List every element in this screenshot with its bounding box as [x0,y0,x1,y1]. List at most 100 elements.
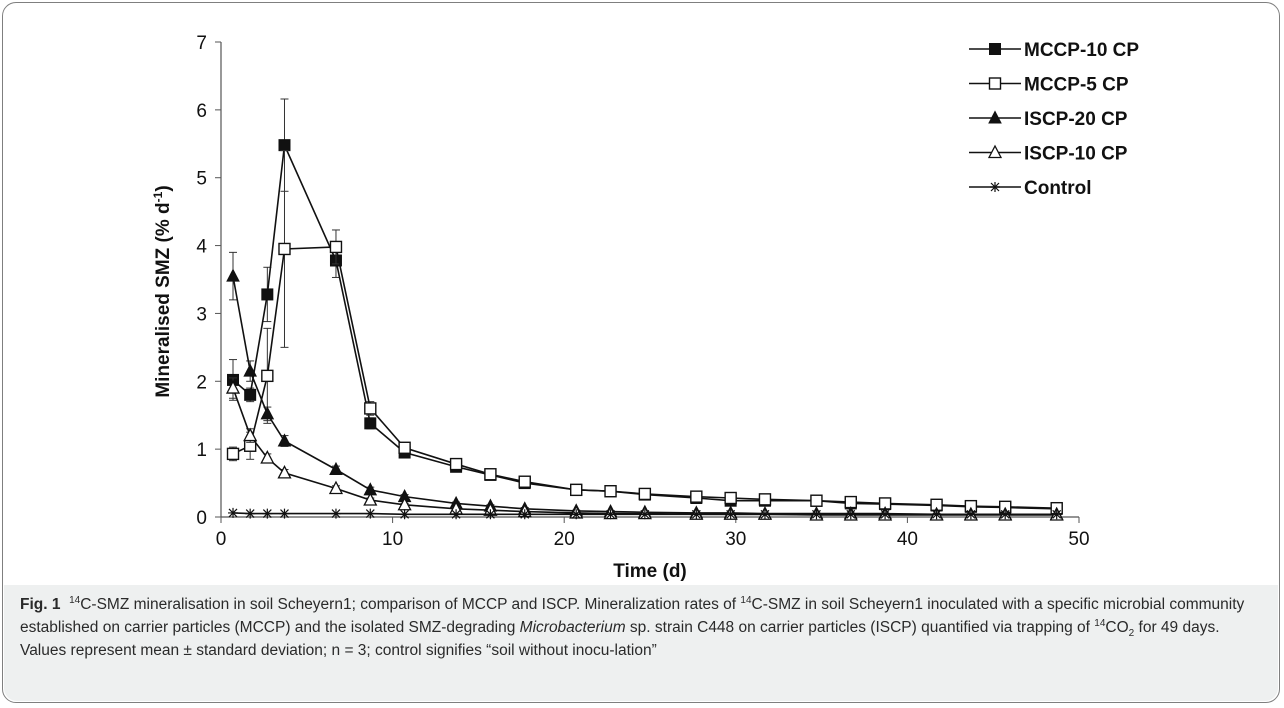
legend-label: MCCP-10 CP [1024,40,1139,61]
data-point [965,509,976,520]
series-line [232,142,1057,510]
data-point [518,475,531,488]
data-point [328,480,344,495]
legend-marker [990,182,1000,192]
data-point [451,509,462,520]
series-filled-square [227,98,1063,515]
series-filled-triangle [226,251,1064,520]
data-point [365,508,376,519]
data-point [329,461,343,475]
y-axis-title: Mineralised SMZ (% d-1) [151,185,174,397]
series-line [232,275,1057,516]
x-tick-label: 20 [554,529,575,550]
series-line [232,246,1057,509]
data-point [399,509,410,520]
legend-marker [988,77,1002,90]
data-point [329,240,343,254]
legend-label: MCCP-5 CP [1024,75,1129,96]
data-point [364,402,377,415]
x-tick-label: 50 [1068,529,1089,550]
caption-band: Fig. 1 14C-SMZ mineralisation in soil Sc… [4,585,1278,701]
legend-entry: MCCP-10 CP [969,40,1139,61]
data-point [278,242,291,256]
data-point [691,509,702,520]
data-point [605,509,616,520]
data-point [639,509,650,520]
y-tick-label: 1 [196,440,207,461]
x-tick-label: 30 [725,529,746,550]
y-tick-label: 4 [196,237,207,258]
data-point [690,490,703,503]
data-point [638,487,652,501]
data-point [811,509,822,520]
data-point [398,441,411,454]
data-point [845,509,856,520]
legend-marker [988,110,1002,124]
y-tick-label: 7 [196,33,207,54]
data-point [1051,509,1062,520]
legend-label: ISCP-10 CP [1024,144,1128,165]
legend-entry: ISCP-20 CP [969,109,1128,130]
data-point [844,495,857,509]
data-point [449,457,463,471]
data-point [261,369,274,383]
data-point [228,507,239,518]
chart-axes: 0 10 20 30 40 50 0 1 2 3 4 5 6 7 Time (d) Mineralised S… [151,33,1090,582]
data-point [226,447,240,461]
data-point [519,509,530,520]
legend-entry: ISCP-10 CP [969,144,1128,165]
series-asterisk [228,507,1062,520]
caption-text-2: C-SMZ in soil Scheyern1 inoculated with … [20,596,1245,636]
data-point [261,288,274,301]
data-point [363,492,378,506]
caption-sub-2: 2 [1128,628,1135,640]
data-point [931,509,942,520]
data-point [880,509,891,520]
legend-label: ISCP-20 CP [1024,109,1128,130]
caption-label: Fig. 1 [20,596,61,613]
caption-text-5: for 49 days. Values represent mean ± sta… [20,619,1220,659]
y-tick-label: 6 [196,101,207,122]
caption-text-3: sp. strain C448 on carrier particles (IS… [625,619,1095,636]
data-point [243,427,258,442]
x-axis-title: Time (d) [613,561,687,582]
data-point [260,406,275,420]
legend-entry: MCCP-5 CP [969,75,1129,96]
x-tick-label: 40 [897,529,918,550]
mineralisation-chart: 0 10 20 30 40 50 0 1 2 3 4 5 6 7 Time (d) Mineralised S… [151,33,1139,582]
data-point [226,268,240,282]
y-tick-label: 5 [196,169,207,190]
x-tick-label: 0 [216,529,227,550]
data-point [759,509,770,520]
data-point [758,493,772,506]
data-point [278,139,291,152]
data-point [1000,509,1011,520]
caption-italic-species: Microbacterium [519,619,626,636]
caption-sup-14c: 14 [1094,617,1106,629]
data-point [570,483,583,497]
y-tick-label: 2 [196,372,207,393]
data-point [244,388,257,401]
data-point [725,509,736,520]
legend-entry: Control [969,178,1092,199]
data-point [243,363,257,377]
data-point [604,485,617,498]
caption-sup-14b: 14 [740,594,752,606]
data-point [260,450,275,464]
legend-marker [987,144,1003,159]
legend-marker [989,43,1001,55]
data-point [724,491,737,505]
legend-label: Control [1024,178,1092,199]
data-point [277,464,292,479]
data-point [484,468,497,481]
data-point [364,417,377,430]
data-point [279,508,290,519]
data-point [277,433,292,447]
data-point [245,508,256,519]
data-point [810,494,823,507]
data-point [485,509,496,520]
data-point [262,508,273,519]
y-tick-label: 3 [196,304,207,325]
figure-caption: Fig. 1 14C-SMZ mineralisation in soil Sc… [20,593,1264,662]
